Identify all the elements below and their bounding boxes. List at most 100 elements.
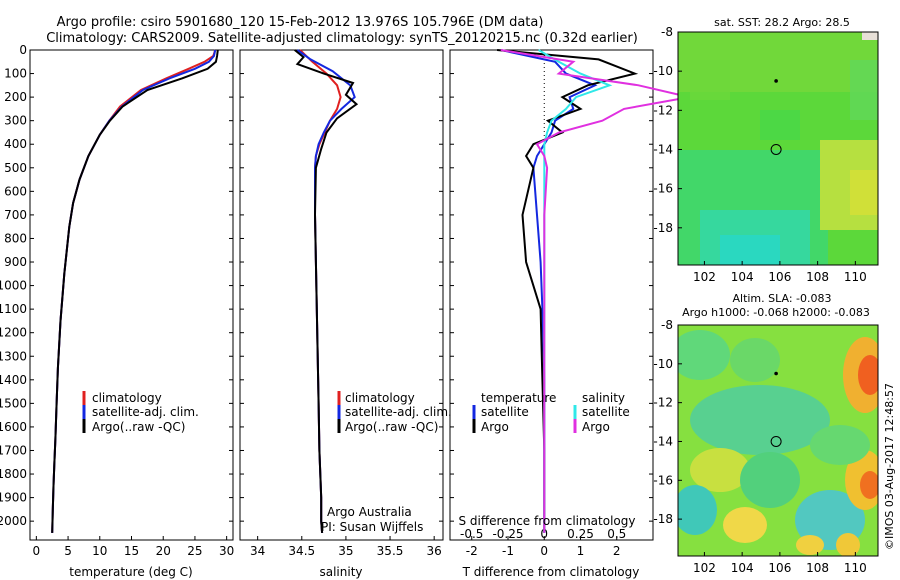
y-tick-label: 1000	[0, 279, 27, 293]
salinity-annotation-1: Argo Australia	[327, 505, 412, 519]
y-tick-label: -14	[653, 434, 673, 448]
x-tick-label: -2	[466, 544, 478, 558]
y-tick-label: -16	[653, 473, 673, 487]
legend-label-satellite: satellite-adj. clim.	[92, 405, 199, 419]
sla-map-axes: 102 104 106 108 110 -8 -10 -12 -14 -16 -18	[653, 318, 866, 575]
y-tick-label: -16	[653, 182, 673, 196]
sst-map-title: sat. SST: 28.2 Argo: 28.5	[714, 16, 850, 29]
s-tick-label: -0.5	[460, 527, 483, 541]
argo-location-marker	[770, 143, 782, 155]
sst-map-axes: 102 104 106 108 110 -8 -10 -12 -14 -16 -18	[653, 25, 866, 284]
sla-map-markers	[770, 371, 782, 447]
star-marker	[774, 79, 778, 83]
x-tick-label: 0	[33, 544, 41, 558]
series-line	[51, 49, 217, 533]
s-tick-label: 0.5	[607, 527, 626, 541]
y-tick-label: -10	[653, 64, 673, 78]
title-line-2: Climatology: CARS2009. Satellite-adjuste…	[46, 31, 638, 46]
legend-label-climatology: climatology	[92, 391, 162, 405]
sla-heatmap	[678, 325, 878, 556]
title-line-1: Argo profile: csiro 5901680_120 15-Feb-2…	[57, 15, 544, 30]
series-line	[500, 49, 598, 533]
y-tick-label: -8	[661, 25, 673, 39]
y-tick-label: 1200	[0, 326, 27, 340]
sst-heatmap	[678, 32, 878, 265]
y-tick-label: 300	[4, 114, 27, 128]
sst-map-frame	[677, 31, 879, 266]
x-tick-label: 102	[693, 270, 716, 284]
x-tick-label: 0	[540, 544, 548, 558]
x-tick-label: 15	[124, 544, 139, 558]
legend-header-temperature: temperature	[481, 391, 556, 405]
x-tick-label: 20	[156, 544, 171, 558]
x-tick-label: 36	[427, 544, 442, 558]
y-tick-label: 900	[4, 255, 27, 269]
x-tick-label: 104	[731, 270, 754, 284]
temperature-panel-frame	[29, 49, 234, 541]
temperature-x-label: temperature (deg C)	[69, 565, 192, 579]
y-tick-label: 100	[4, 67, 27, 81]
y-tick-label: -12	[653, 103, 673, 117]
x-tick-label: 110	[844, 561, 867, 575]
t-difference-label: T difference from climatology	[462, 565, 640, 579]
temperature-axes: 0 5 10 15 20 25 300100200300400500600700800900…	[0, 43, 234, 558]
salinity-axes: 34 34.5 35 35.5 36	[240, 49, 443, 558]
legend-label-climatology: climatology	[345, 391, 415, 405]
x-tick-label: 106	[768, 270, 791, 284]
y-tick-label: 700	[4, 208, 27, 222]
salinity-lines	[294, 49, 359, 533]
legend-label-t-satellite: satellite	[481, 405, 529, 419]
x-tick-label: 1	[577, 544, 585, 558]
x-tick-label: 102	[693, 561, 716, 575]
argo-location-marker	[770, 435, 782, 447]
sla-map-title-2: Argo h1000: -0.068 h2000: -0.083	[682, 306, 870, 319]
salinity-legend: climatology satellite-adj. clim. Argo(..…	[337, 391, 452, 434]
x-tick-label: 108	[806, 270, 829, 284]
x-tick-label: 35.5	[377, 544, 404, 558]
difference-panel-frame	[449, 49, 654, 541]
y-tick-label: 1900	[0, 491, 27, 505]
difference-lines	[497, 49, 690, 533]
series-line	[51, 49, 219, 533]
y-tick-label: -12	[653, 396, 673, 410]
salinity-x-label: salinity	[319, 565, 362, 579]
y-tick-label: -14	[653, 142, 673, 156]
legend-label-s-satellite: satellite	[582, 405, 630, 419]
y-tick-label: 1800	[0, 467, 27, 481]
x-tick-label: 35	[338, 544, 353, 558]
y-tick-label: 1300	[0, 349, 27, 363]
y-tick-label: 1500	[0, 396, 27, 410]
series-line	[500, 49, 690, 533]
y-tick-label: 500	[4, 161, 27, 175]
legend-label-t-argo: Argo	[481, 420, 509, 434]
copyright-text: ©IMOS 03-Aug-2017 12:48:57	[883, 383, 896, 550]
legend-label-argo: Argo(..raw -QC)	[92, 420, 185, 434]
y-tick-label: 1100	[0, 302, 27, 316]
sla-map-title-1: Altim. SLA: -0.083	[732, 292, 831, 305]
y-tick-label: 2000	[0, 514, 27, 528]
y-tick-label: -18	[653, 512, 673, 526]
x-tick-label: 10	[92, 544, 107, 558]
temperature-legend: climatology satellite-adj. clim. Argo(..…	[82, 391, 199, 434]
series-line	[497, 49, 639, 533]
x-tick-label: 108	[806, 561, 829, 575]
x-tick-label: 34.5	[288, 544, 315, 558]
sla-map-frame	[677, 324, 879, 557]
y-tick-label: 1700	[0, 443, 27, 457]
x-tick-label: 34	[250, 544, 265, 558]
y-tick-label: 0	[19, 43, 27, 57]
star-marker	[774, 371, 778, 376]
salinity-annotation-2: PI: Susan Wijffels	[321, 520, 423, 534]
s-tick-label: 0	[540, 527, 548, 541]
y-tick-label: 800	[4, 231, 27, 245]
s-tick-label: -0.25	[492, 527, 523, 541]
y-tick-label: 200	[4, 90, 27, 104]
y-tick-label: -18	[653, 221, 673, 235]
x-tick-label: -1	[502, 544, 514, 558]
difference-legend: temperature satellite Argo salinity sate…	[472, 391, 630, 434]
y-tick-label: -10	[653, 357, 673, 371]
x-tick-label: 104	[731, 561, 754, 575]
legend-header-salinity: salinity	[582, 391, 625, 405]
s-difference-label: S difference from climatology	[459, 514, 636, 528]
